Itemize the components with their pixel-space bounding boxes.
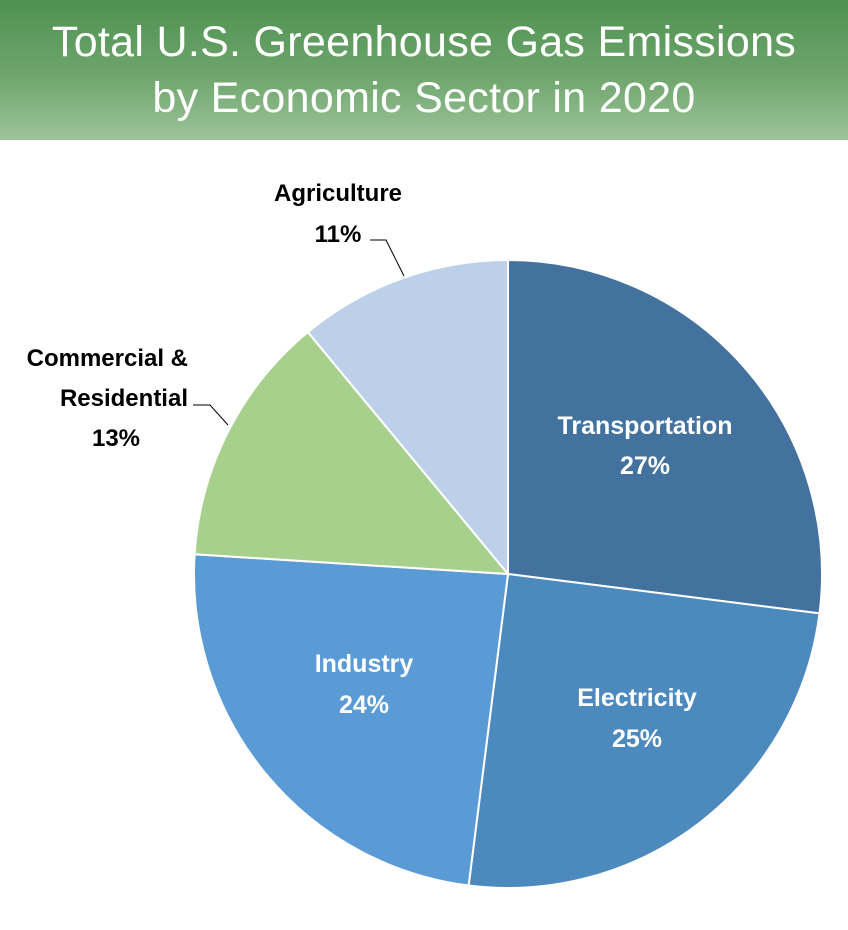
slice-label-commercial-residential-line-1: Commercial &	[27, 345, 188, 372]
slice-value-electricity: 25%	[612, 725, 662, 753]
slice-label-agriculture: Agriculture	[274, 180, 402, 207]
slice-value-commercial-residential: 13%	[92, 425, 140, 452]
slice-value-transportation: 27%	[620, 452, 670, 480]
slice-label-electricity: Electricity	[577, 684, 697, 712]
slice-label-industry: Industry	[315, 650, 414, 678]
chart-title-line-2: by Economic Sector in 2020	[152, 74, 696, 122]
slice-value-industry: 24%	[339, 691, 389, 719]
pie-slice-agriculture	[306, 258, 509, 577]
chart-title-banner: Total U.S. Greenhouse Gas Emissions by E…	[0, 0, 848, 140]
leader-line-agriculture	[370, 239, 405, 277]
slice-value-agriculture: 11%	[315, 221, 362, 248]
pie-slice-industry	[193, 553, 510, 887]
pie-slice-transportation	[507, 258, 823, 615]
slice-label-transportation: Transportation	[557, 412, 732, 440]
chart-title-line-1: Total U.S. Greenhouse Gas Emissions	[51, 18, 797, 66]
pie-slice-commercial-residential	[193, 330, 511, 576]
pie-slices	[193, 258, 823, 889]
slice-label-commercial-residential-line-2: Residential	[60, 385, 188, 412]
pie-slice-electricity	[467, 572, 821, 889]
leader-line-commercial-residential	[193, 404, 229, 426]
